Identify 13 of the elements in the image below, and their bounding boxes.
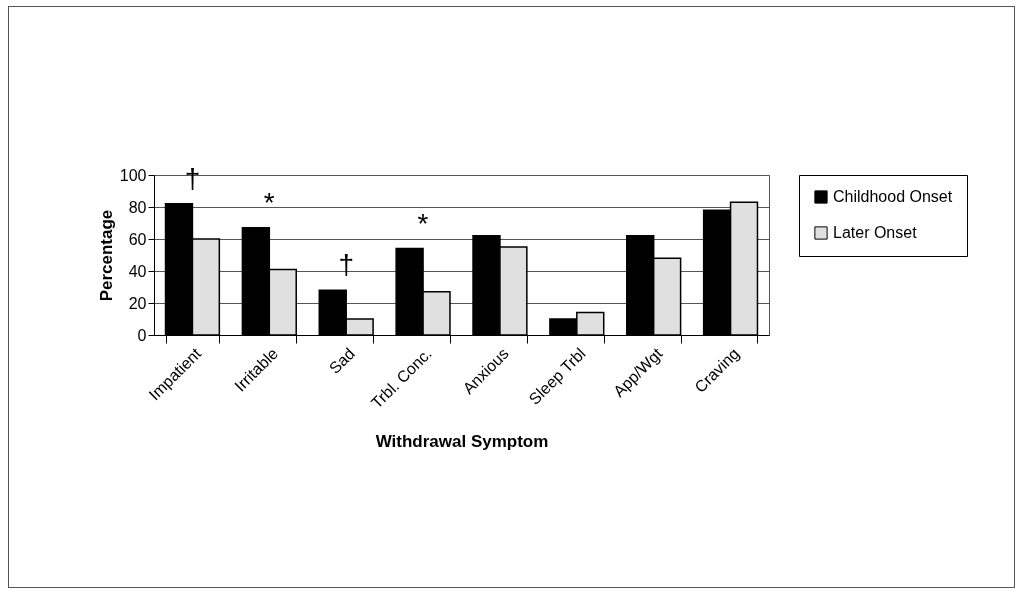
y-tick-label: 0 bbox=[137, 326, 147, 344]
legend-label: Later Onset bbox=[833, 224, 918, 241]
y-tick-label: 100 bbox=[119, 166, 147, 184]
y-axis-title: Percentage bbox=[96, 209, 116, 302]
annotation: * bbox=[417, 207, 429, 239]
y-tick-label: 20 bbox=[128, 294, 147, 312]
annotation: * bbox=[263, 186, 275, 218]
x-axis-title: Withdrawal Symptom bbox=[375, 431, 549, 451]
legend-label: Childhood Onset bbox=[833, 188, 953, 205]
y-tick-label: 40 bbox=[128, 262, 147, 280]
y-tick-label: 80 bbox=[128, 198, 147, 216]
y-tick-label: 60 bbox=[128, 230, 147, 248]
x-tick-label: Sad bbox=[325, 344, 358, 377]
